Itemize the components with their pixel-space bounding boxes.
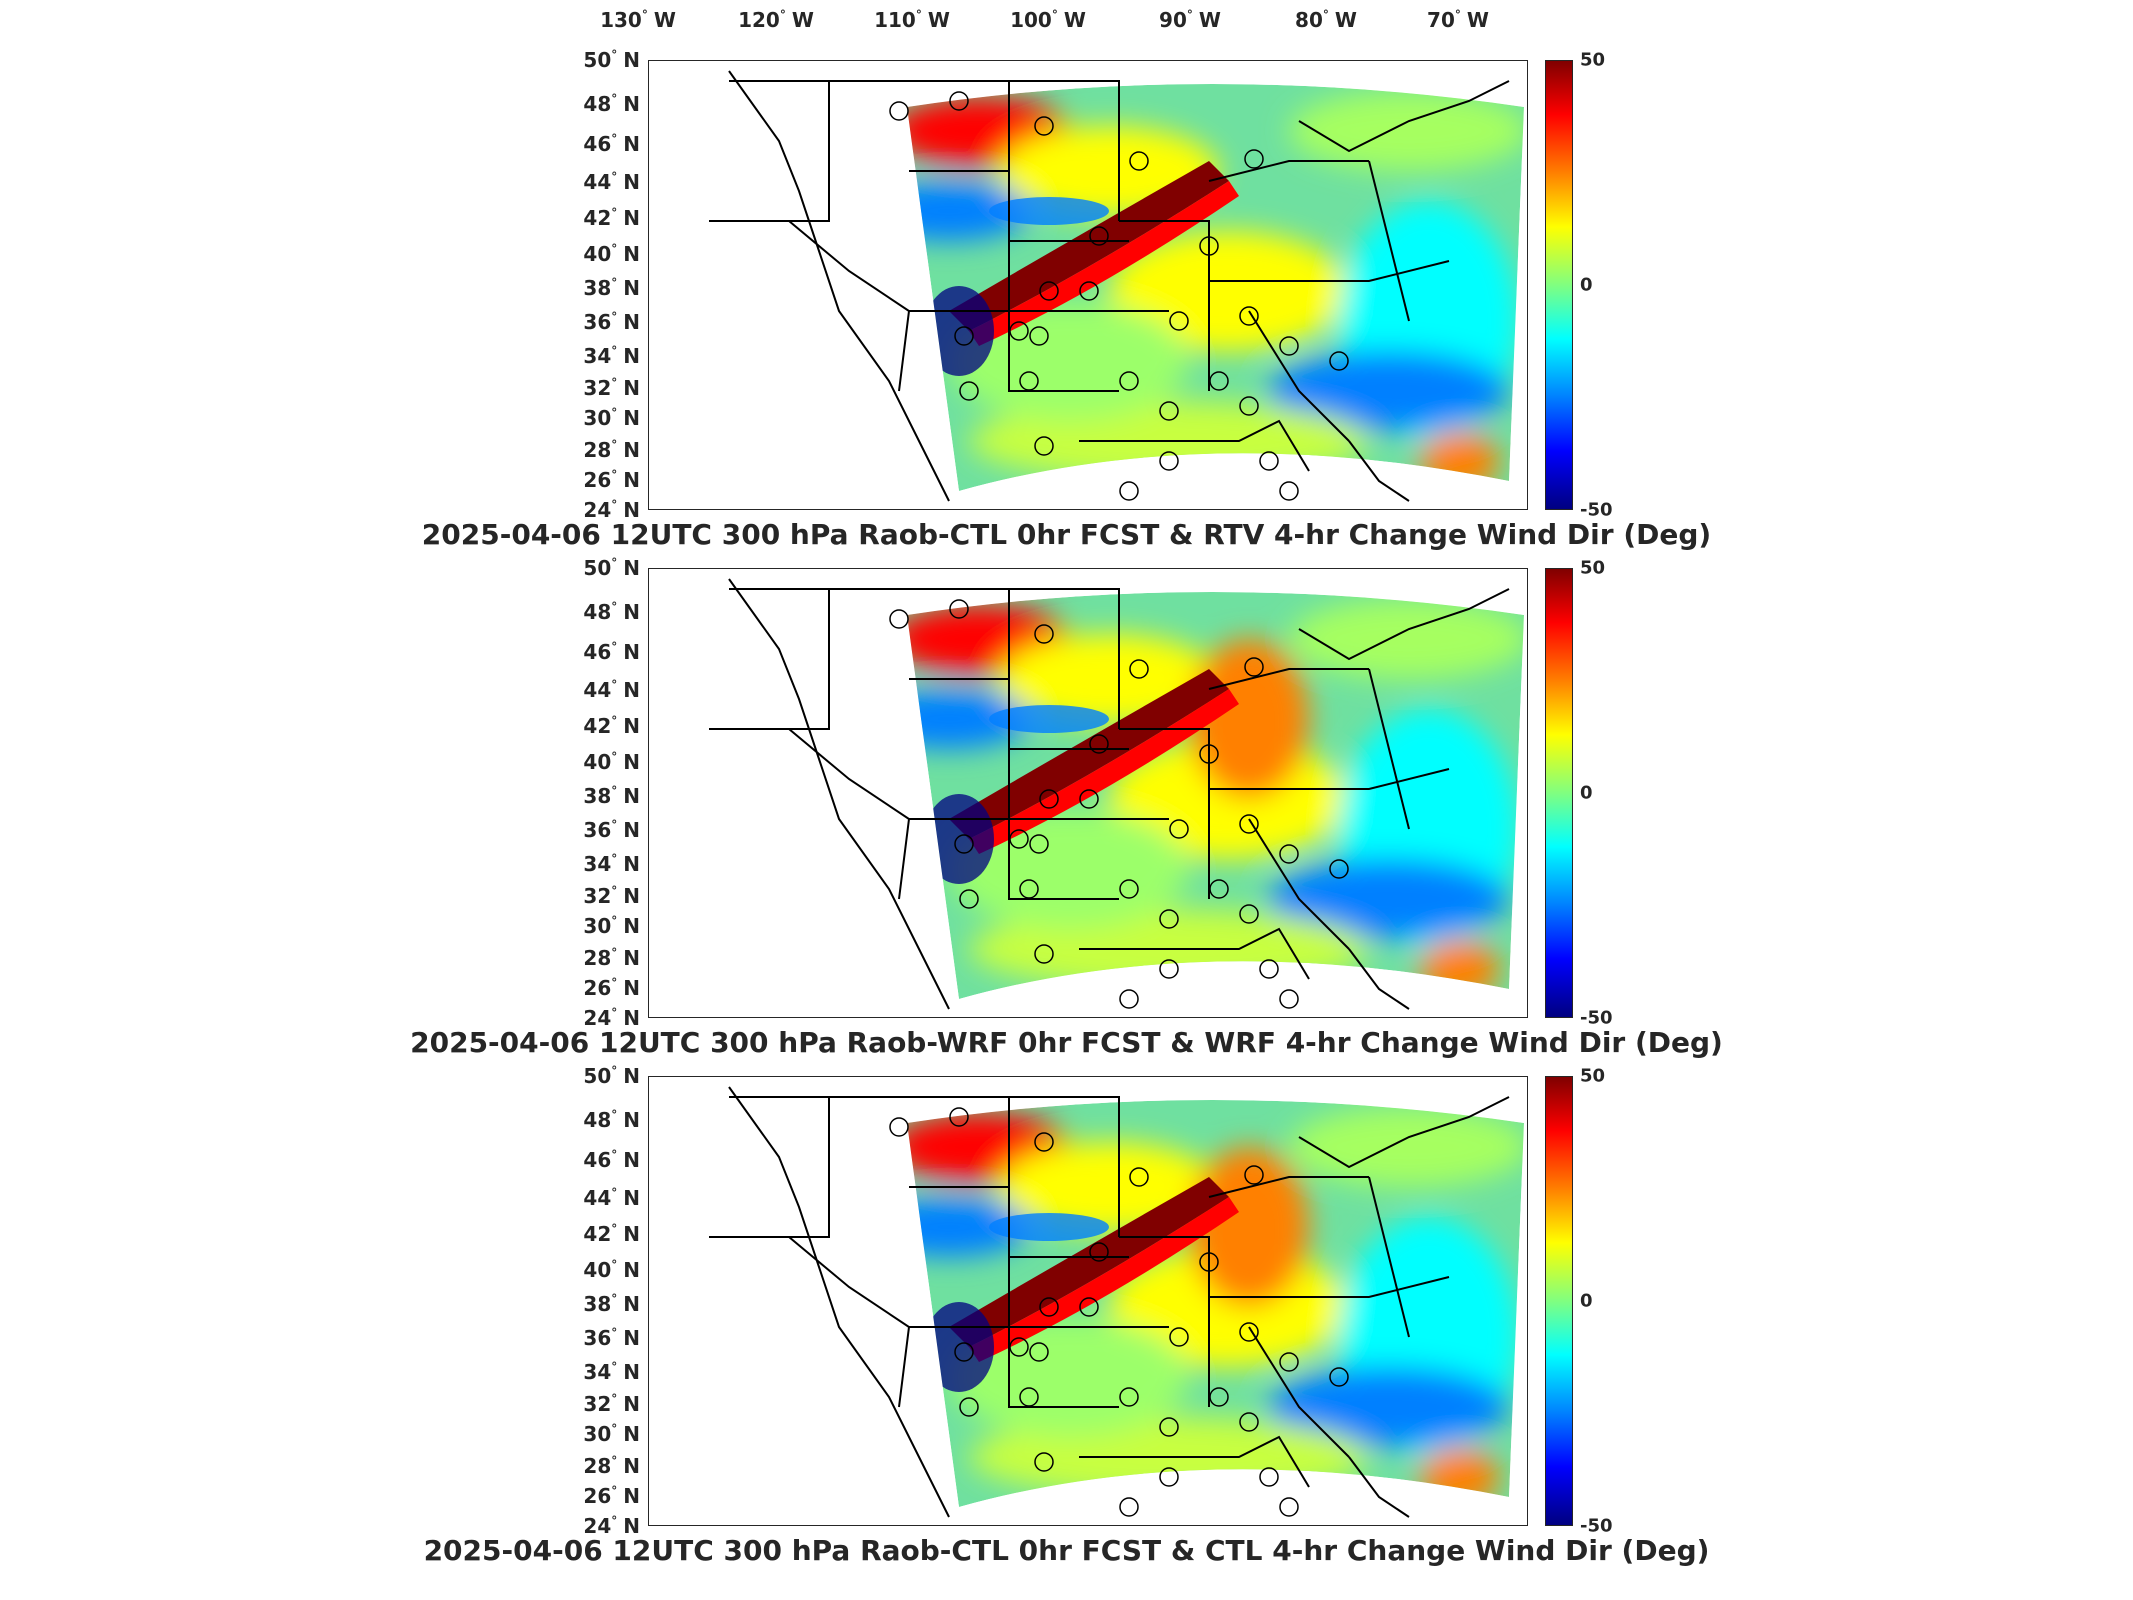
latitude-tick-label: 46° N [583, 1148, 640, 1172]
longitude-tick-label: 90° W [1159, 8, 1221, 32]
latitude-tick-label: 50° N [583, 48, 640, 72]
latitude-tick-label: 50° N [583, 556, 640, 580]
latitude-tick-label: 40° N [583, 242, 640, 266]
latitude-tick-label: 48° N [583, 600, 640, 624]
longitude-tick-label: 100° W [1010, 8, 1086, 32]
latitude-tick-label: 30° N [583, 914, 640, 938]
wind-direction-map [709, 1086, 1524, 1518]
latitude-tick-label: 48° N [583, 1108, 640, 1132]
latitude-tick-label: 24° N [583, 1006, 640, 1030]
latitude-tick-label: 44° N [583, 1186, 640, 1210]
map-plot-area [648, 568, 1528, 1018]
map-plot-area [648, 60, 1528, 510]
colorbar-mid-label: 0 [1580, 274, 1593, 296]
latitude-tick-label: 24° N [583, 498, 640, 522]
panel-title: 2025-04-06 12UTC 300 hPa Raob-CTL 0hr FC… [423, 1534, 1710, 1567]
latitude-tick-label: 30° N [583, 1422, 640, 1446]
colorbar-max-label: 50 [1580, 557, 1606, 579]
latitude-tick-label: 42° N [583, 714, 640, 738]
wind-direction-map [709, 70, 1524, 502]
map-panel-3: 50° N 48° N 46° N 44° N 42° N 40° N 38° N 36° N 34° N 32° N… [0, 1064, 2133, 1586]
latitude-tick-label: 28° N [583, 1454, 640, 1478]
latitude-tick-label: 46° N [583, 132, 640, 156]
latitude-tick-label: 34° N [583, 344, 640, 368]
map-plot-area [648, 1076, 1528, 1526]
longitude-tick-label: 80° W [1295, 8, 1357, 32]
latitude-tick-label: 26° N [583, 468, 640, 492]
latitude-tick-label: 38° N [583, 1292, 640, 1316]
latitude-tick-label: 40° N [583, 750, 640, 774]
latitude-tick-label: 32° N [583, 376, 640, 400]
colorbar-min-label: -50 [1580, 499, 1613, 521]
latitude-tick-label: 32° N [583, 884, 640, 908]
colorbar-min-label: -50 [1580, 1515, 1613, 1537]
latitude-tick-label: 46° N [583, 640, 640, 664]
colorbar [1545, 60, 1573, 510]
panel-title: 2025-04-06 12UTC 300 hPa Raob-WRF 0hr FC… [410, 1026, 1723, 1059]
latitude-tick-label: 34° N [583, 852, 640, 876]
colorbar [1545, 1076, 1573, 1526]
colorbar-mid-label: 0 [1580, 782, 1593, 804]
latitude-tick-label: 38° N [583, 276, 640, 300]
colorbar [1545, 568, 1573, 1018]
colorbar-min-label: -50 [1580, 1007, 1613, 1029]
latitude-tick-label: 38° N [583, 784, 640, 808]
longitude-tick-label: 110° W [874, 8, 950, 32]
latitude-tick-label: 26° N [583, 1484, 640, 1508]
latitude-tick-label: 26° N [583, 976, 640, 1000]
map-panel-2: 50° N 48° N 46° N 44° N 42° N 40° N 38° N 36° N 34° N 32° N… [0, 556, 2133, 1078]
latitude-tick-label: 36° N [583, 310, 640, 334]
latitude-tick-label: 48° N [583, 92, 640, 116]
latitude-tick-label: 36° N [583, 818, 640, 842]
latitude-tick-label: 32° N [583, 1392, 640, 1416]
wind-direction-map [709, 578, 1524, 1010]
latitude-tick-label: 44° N [583, 170, 640, 194]
latitude-tick-label: 28° N [583, 438, 640, 462]
latitude-tick-label: 34° N [583, 1360, 640, 1384]
longitude-tick-label: 120° W [738, 8, 814, 32]
panel-title: 2025-04-06 12UTC 300 hPa Raob-CTL 0hr FC… [421, 518, 1712, 551]
latitude-tick-label: 44° N [583, 678, 640, 702]
colorbar-max-label: 50 [1580, 49, 1606, 71]
latitude-tick-label: 42° N [583, 1222, 640, 1246]
latitude-tick-label: 50° N [583, 1064, 640, 1088]
map-panel-1: 50° N 48° N 46° N 44° N 42° N 40° N 38° N 36° N 34° N 32° N… [0, 48, 2133, 570]
latitude-tick-label: 24° N [583, 1514, 640, 1538]
longitude-tick-label: 130° W [600, 8, 676, 32]
latitude-tick-label: 36° N [583, 1326, 640, 1350]
latitude-tick-label: 40° N [583, 1258, 640, 1282]
longitude-tick-label: 70° W [1427, 8, 1489, 32]
latitude-tick-label: 28° N [583, 946, 640, 970]
latitude-tick-label: 42° N [583, 206, 640, 230]
colorbar-mid-label: 0 [1580, 1290, 1593, 1312]
latitude-tick-label: 30° N [583, 406, 640, 430]
colorbar-max-label: 50 [1580, 1065, 1606, 1087]
longitude-axis: 130° W 120° W 110° W 100° W 90° W 80° W 70° W [0, 0, 2133, 40]
